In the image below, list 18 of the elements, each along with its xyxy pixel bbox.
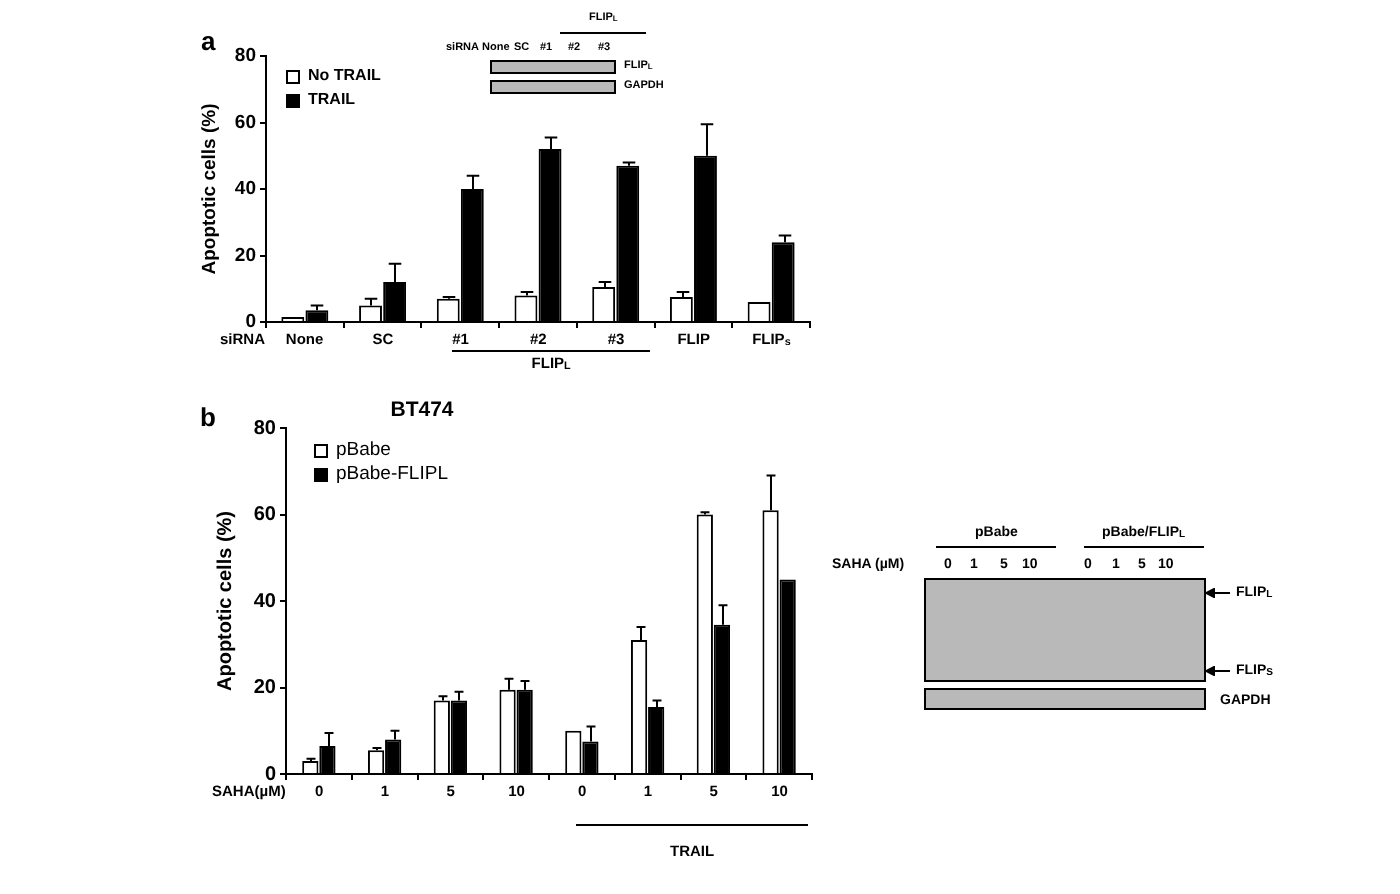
y-tick-label: 40 <box>253 590 277 613</box>
y-tick-label: 20 <box>234 244 256 267</box>
legend-label: No TRAIL <box>308 66 382 85</box>
y-axis-title: Apoptotic cells (%) <box>198 103 221 275</box>
legend-label: pBabe-FLIPL <box>336 463 448 486</box>
legend-label: pBabe <box>336 439 391 462</box>
y-tick-label: 60 <box>253 504 277 526</box>
y-tick-label: 0 <box>245 311 256 334</box>
text: b <box>200 401 216 431</box>
text: a <box>201 25 216 55</box>
y-tick-label: 40 <box>234 178 256 201</box>
y-tick-label: 80 <box>234 45 256 68</box>
y-tick-label: 60 <box>234 111 256 134</box>
chart-title: BT474 <box>390 397 454 422</box>
y-tick-label: 20 <box>253 677 277 699</box>
y-tick-label: 80 <box>253 417 277 440</box>
y-axis-title: Apoptotic cells (%) <box>214 510 237 692</box>
legend-label: TRAIL <box>308 90 356 109</box>
